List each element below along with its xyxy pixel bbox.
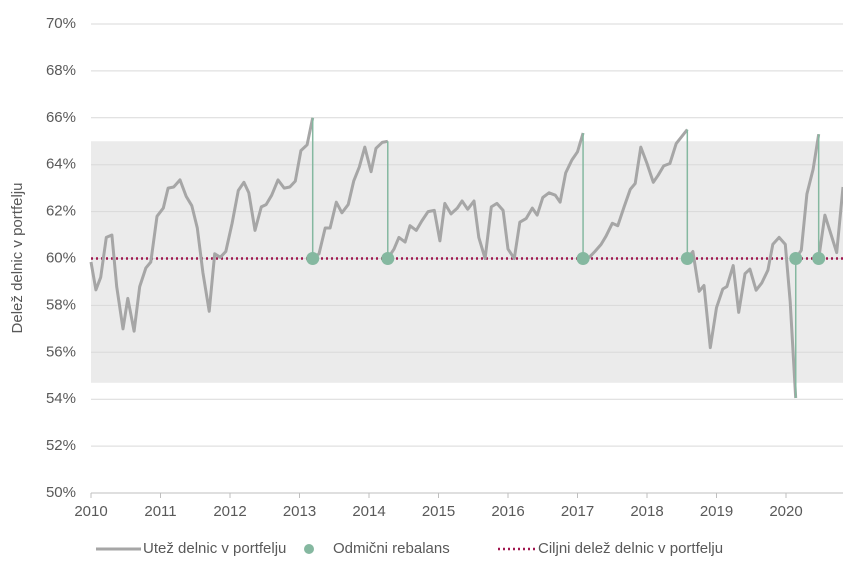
x-tick-label: 2011 [144, 503, 176, 520]
legend-label: Odmični rebalans [333, 540, 450, 557]
tolerance-band [91, 141, 843, 383]
y-tick-label: 66% [46, 109, 76, 126]
rebalance-point [680, 252, 694, 265]
y-tick-label: 58% [46, 296, 76, 313]
legend-label: Utež delnic v portfelju [143, 540, 286, 557]
x-tick-label: 2017 [561, 503, 594, 520]
x-tick-label: 2014 [352, 503, 385, 520]
y-tick-label: 56% [46, 343, 76, 360]
y-tick-label: 50% [46, 484, 76, 501]
y-tick-label: 54% [46, 390, 76, 407]
rebalance-point [306, 252, 320, 265]
x-tick-label: 2020 [769, 503, 802, 520]
rebalance-point [789, 252, 803, 265]
x-tick-label: 2015 [422, 503, 455, 520]
legend-swatch [304, 544, 314, 554]
rebalance-point [576, 252, 590, 265]
y-tick-label: 64% [46, 156, 76, 173]
y-tick-label: 70% [46, 15, 76, 32]
rebalance-point [812, 252, 826, 265]
x-tick-label: 2019 [700, 503, 733, 520]
y-tick-label: 62% [46, 203, 76, 220]
legend-label: Ciljni delež delnic v portfelju [538, 540, 723, 557]
x-tick-label: 2016 [491, 503, 524, 520]
x-tick-label: 2013 [283, 503, 316, 520]
y-axis-label: Delež delnic v portfelju [9, 183, 26, 334]
x-tick-label: 2018 [630, 503, 663, 520]
rebalance-point [381, 252, 395, 265]
y-tick-label: 60% [46, 249, 76, 266]
x-tick-label: 2012 [213, 503, 246, 520]
y-tick-label: 52% [46, 437, 76, 454]
x-tick-label: 2010 [74, 503, 107, 520]
y-tick-label: 68% [46, 62, 76, 79]
series-line [89, 117, 843, 399]
